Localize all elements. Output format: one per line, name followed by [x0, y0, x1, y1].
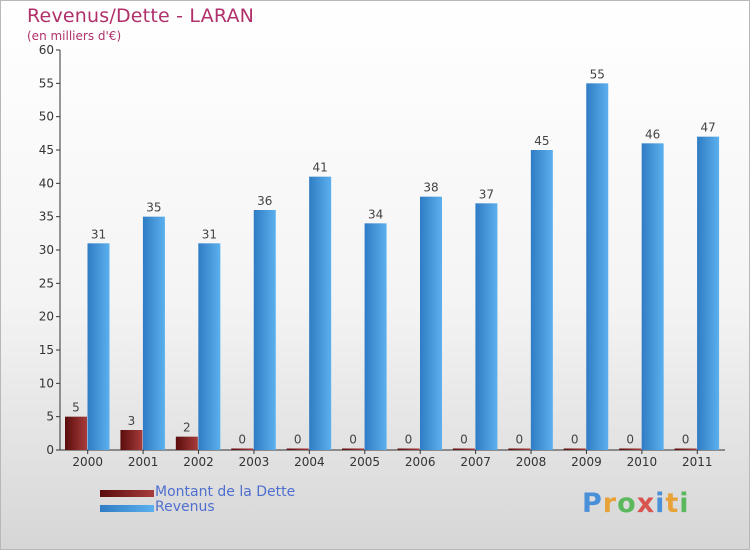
data-label-debt: 0	[349, 433, 357, 447]
bar-revenue	[309, 176, 332, 450]
y-tick-label: 0	[46, 443, 54, 457]
data-label-debt: 0	[571, 433, 579, 447]
data-label-debt: 5	[72, 401, 80, 415]
bar-revenue	[586, 83, 609, 450]
y-tick-label: 50	[39, 110, 54, 124]
bar-debt	[286, 448, 309, 450]
bar-revenue	[253, 210, 276, 450]
data-label-debt: 0	[460, 433, 468, 447]
bar-revenue	[198, 243, 221, 450]
bar-revenue	[142, 216, 165, 450]
bar-revenue	[364, 223, 387, 450]
y-tick-label: 15	[39, 343, 54, 357]
x-tick-label: 2005	[350, 455, 381, 469]
data-label-debt: 0	[516, 433, 524, 447]
data-label-revenue: 47	[700, 121, 715, 135]
y-tick-label: 35	[39, 210, 54, 224]
legend-label-debt: Montant de la Dette	[155, 484, 296, 500]
chart-data-labels: 5 3 2 0 0 0 0 0 0 0 0 0 31 35 31 36 41 34 38 37 45 55 46 47	[72, 67, 716, 446]
logo-letter: t	[665, 488, 680, 519]
data-label-revenue: 37	[479, 187, 494, 201]
data-label-debt: 2	[183, 421, 191, 435]
x-tick-label: 2000	[72, 455, 103, 469]
logo-letter: r	[602, 488, 618, 519]
bar-debt	[231, 448, 254, 450]
chart-bars	[65, 83, 720, 451]
chart-subtitle: (en milliers d'€)	[27, 29, 122, 43]
y-tick-label: 25	[39, 276, 54, 290]
bar-revenue	[420, 196, 442, 450]
data-label-debt: 0	[682, 433, 690, 447]
bar-revenue	[475, 203, 498, 450]
y-tick-label: 40	[39, 176, 54, 190]
y-tick-label: 45	[39, 143, 54, 157]
y-tick-label: 30	[39, 243, 54, 257]
y-tick-label: 55	[39, 76, 54, 90]
data-label-revenue: 36	[257, 194, 272, 208]
data-label-revenue: 31	[91, 227, 106, 241]
x-tick-label: 2006	[405, 455, 436, 469]
bar-debt	[120, 430, 143, 450]
x-tick-label: 2009	[571, 455, 602, 469]
data-label-debt: 0	[626, 433, 634, 447]
x-tick-label: 2011	[682, 455, 713, 469]
legend-swatch-debt	[100, 490, 154, 497]
bar-debt	[175, 436, 198, 450]
x-tick-label: 2008	[516, 455, 547, 469]
logo-letter: x	[636, 488, 656, 519]
x-tick-label: 2001	[128, 455, 159, 469]
bar-debt	[619, 448, 642, 450]
bar-debt	[563, 448, 586, 450]
data-label-revenue: 34	[368, 207, 383, 221]
proxiti-logo: Proxiti	[582, 488, 690, 519]
legend-label-revenue: Revenus	[155, 499, 215, 515]
data-label-revenue: 38	[423, 181, 438, 195]
x-tick-label: 2004	[294, 455, 325, 469]
bar-revenue	[530, 150, 553, 450]
data-label-revenue: 55	[590, 67, 605, 81]
bar-debt	[674, 448, 697, 450]
legend-swatch-revenue	[100, 505, 154, 512]
bar-revenue	[697, 136, 720, 450]
y-tick-label: 10	[39, 376, 54, 390]
data-label-debt: 0	[238, 433, 246, 447]
bar-debt	[342, 448, 365, 450]
logo-letter: i	[679, 488, 690, 519]
bar-revenue	[87, 243, 110, 450]
data-label-revenue: 45	[534, 134, 549, 148]
bar-revenue	[641, 143, 664, 451]
data-label-revenue: 31	[202, 227, 217, 241]
data-label-debt: 0	[405, 433, 413, 447]
bar-debt	[65, 416, 87, 450]
logo-letter: o	[617, 488, 637, 519]
logo-letter: P	[582, 488, 603, 519]
y-tick-label: 20	[39, 310, 54, 324]
chart-title: Revenus/Dette - LARAN	[27, 5, 255, 27]
data-label-revenue: 41	[313, 161, 328, 175]
data-label-revenue: 35	[146, 201, 161, 215]
data-label-debt: 3	[128, 414, 136, 428]
y-tick-label: 60	[39, 43, 54, 57]
x-tick-label: 2003	[239, 455, 270, 469]
x-tick-label: 2007	[460, 455, 491, 469]
bar-debt	[508, 448, 531, 450]
bar-debt	[452, 448, 475, 450]
logo-letter: i	[655, 488, 666, 519]
data-label-debt: 0	[294, 433, 302, 447]
data-label-revenue: 46	[645, 127, 660, 141]
x-tick-label: 2002	[183, 455, 214, 469]
y-tick-label: 5	[46, 410, 54, 424]
bar-debt	[397, 448, 420, 450]
x-tick-label: 2010	[627, 455, 658, 469]
